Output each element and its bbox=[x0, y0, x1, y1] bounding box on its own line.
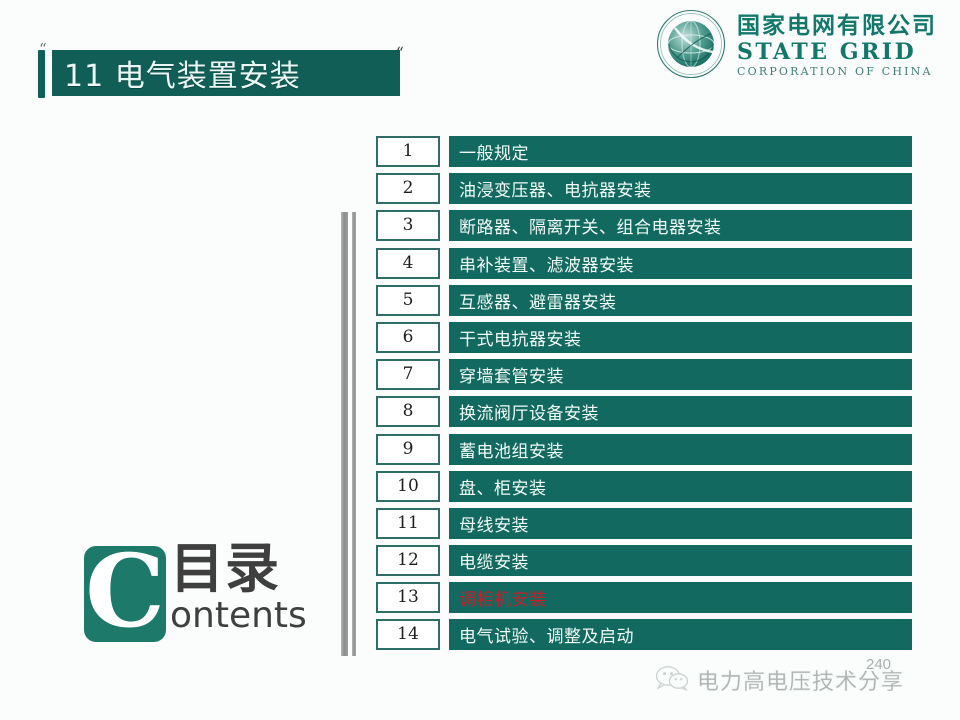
toc-number-box: 5 bbox=[376, 284, 440, 316]
state-grid-wordmark: 国家电网有限公司 STATE GRID CORPORATION OF CHINA bbox=[737, 11, 937, 78]
toc-row[interactable]: 1 一般规定 bbox=[376, 136, 912, 167]
toc-label: 断路器、隔离开关、组合电器安装 bbox=[459, 218, 722, 239]
toc-label: 穿墙套管安装 bbox=[459, 367, 564, 388]
toc-label-bar[interactable]: 串补装置、滤波器安装 bbox=[449, 247, 912, 279]
contents-letter-box: C bbox=[84, 532, 166, 650]
toc-number: 6 bbox=[402, 326, 414, 347]
wechat-icon bbox=[655, 665, 689, 696]
toc-number: 3 bbox=[402, 215, 414, 236]
toc-number-box: 9 bbox=[376, 433, 440, 465]
toc-number: 7 bbox=[402, 364, 414, 385]
toc-label: 换流阀厅设备安装 bbox=[459, 404, 599, 425]
contents-label-english: ontents bbox=[170, 595, 307, 636]
toc-label-bar[interactable]: 母线安装 bbox=[449, 507, 912, 539]
toc-row[interactable]: 7 穿墙套管安装 bbox=[376, 359, 912, 391]
toc-label-bar[interactable]: 干式电抗器安装 bbox=[449, 321, 912, 353]
toc-label-bar[interactable]: 盘、柜安装 bbox=[449, 470, 912, 502]
toc-row[interactable]: 11 母线安装 bbox=[376, 507, 912, 539]
toc-number-box: 6 bbox=[376, 321, 440, 353]
toc-number-box: 1 bbox=[376, 136, 440, 167]
toc-label-bar[interactable]: 蓄电池组安装 bbox=[449, 433, 912, 465]
toc-number-box: 10 bbox=[376, 470, 440, 502]
toc-row[interactable]: 9 蓄电池组安装 bbox=[376, 433, 912, 465]
toc-number-box: 8 bbox=[376, 396, 440, 428]
toc-number: 12 bbox=[397, 550, 419, 571]
contents-labels: 目录 ontents bbox=[170, 542, 307, 636]
toc-label-bar[interactable]: 断路器、隔离开关、组合电器安装 bbox=[449, 210, 912, 242]
toc-row[interactable]: 8 换流阀厅设备安装 bbox=[376, 396, 912, 428]
toc-number: 9 bbox=[402, 438, 414, 459]
toc-number: 8 bbox=[402, 401, 414, 422]
quote-open-mark: “ bbox=[39, 40, 47, 58]
toc-row[interactable]: 3 断路器、隔离开关、组合电器安装 bbox=[376, 210, 912, 242]
toc-label-bar[interactable]: 电气试验、调整及启动 bbox=[449, 619, 912, 651]
toc-number-box: 4 bbox=[376, 247, 440, 279]
toc-row[interactable]: 13 调相机安装 bbox=[376, 582, 912, 614]
page-number: 240 bbox=[866, 656, 892, 673]
state-grid-globe-icon bbox=[655, 8, 727, 80]
toc-number: 1 bbox=[402, 141, 414, 161]
toc-label-bar[interactable]: 电缆安装 bbox=[449, 545, 912, 577]
logo-chinese-name: 国家电网有限公司 bbox=[737, 13, 937, 39]
contents-letter-c: C bbox=[85, 532, 165, 650]
toc-row[interactable]: 6 干式电抗器安装 bbox=[376, 321, 912, 353]
logo-english-name: STATE GRID bbox=[737, 39, 917, 65]
title-accent-bar bbox=[38, 50, 45, 98]
toc-label: 蓄电池组安装 bbox=[459, 441, 564, 462]
toc-row[interactable]: 2 油浸变压器、电抗器安装 bbox=[376, 173, 912, 205]
contents-label-chinese: 目录 bbox=[170, 537, 280, 600]
toc-label: 母线安装 bbox=[459, 515, 529, 536]
toc-number-box: 14 bbox=[376, 619, 440, 651]
toc-number-box: 11 bbox=[376, 507, 440, 539]
toc-label: 电缆安装 bbox=[459, 553, 529, 574]
toc-number: 5 bbox=[402, 289, 414, 310]
toc-row[interactable]: 5 互感器、避雷器安装 bbox=[376, 284, 912, 316]
wechat-watermark: 电力高电压技术分享 bbox=[655, 664, 904, 696]
toc-label: 电气试验、调整及启动 bbox=[459, 627, 634, 648]
toc-number-box: 13 bbox=[376, 582, 440, 614]
logo-english-subtitle: CORPORATION OF CHINA bbox=[737, 65, 933, 78]
title-box: 11 电气装置安装 bbox=[52, 50, 400, 96]
state-grid-logo: 国家电网有限公司 STATE GRID CORPORATION OF CHINA bbox=[655, 8, 937, 80]
toc-label-bar[interactable]: 油浸变压器、电抗器安装 bbox=[449, 173, 912, 205]
divider-bar-thin bbox=[352, 212, 356, 656]
contents-logo-group: C 目录 ontents bbox=[84, 532, 307, 650]
toc-row[interactable]: 4 串补装置、滤波器安装 bbox=[376, 247, 912, 279]
toc-number-box: 3 bbox=[376, 210, 440, 242]
table-of-contents: 1 一般规定 2 油浸变压器、电抗器安装 3 断路器、隔离开关、组合电器安装 4 串补装置、滤… bbox=[376, 136, 912, 657]
toc-number: 4 bbox=[402, 252, 414, 273]
toc-label: 干式电抗器安装 bbox=[459, 329, 582, 350]
page-title: 11 电气装置安装 bbox=[64, 59, 301, 94]
toc-label: 油浸变压器、电抗器安装 bbox=[459, 181, 652, 202]
toc-number-box: 7 bbox=[376, 359, 440, 391]
toc-label-bar[interactable]: 穿墙套管安装 bbox=[449, 359, 912, 391]
watermark-text: 电力高电压技术分享 bbox=[697, 670, 905, 695]
toc-number: 2 bbox=[402, 178, 414, 199]
toc-label-bar[interactable]: 调相机安装 bbox=[449, 582, 912, 614]
toc-label: 盘、柜安装 bbox=[459, 478, 547, 499]
toc-label-bar[interactable]: 换流阀厅设备安装 bbox=[449, 396, 912, 428]
toc-label: 互感器、避雷器安装 bbox=[459, 292, 617, 313]
divider-bar-thick bbox=[341, 212, 348, 656]
toc-row[interactable]: 12 电缆安装 bbox=[376, 545, 912, 577]
toc-number-box: 2 bbox=[376, 173, 440, 205]
toc-number: 11 bbox=[397, 512, 419, 533]
toc-label-bar[interactable]: 一般规定 bbox=[449, 136, 912, 167]
toc-label: 串补装置、滤波器安装 bbox=[459, 255, 634, 276]
toc-label: 一般规定 bbox=[459, 144, 529, 164]
toc-number: 14 bbox=[397, 624, 419, 645]
toc-number-box: 12 bbox=[376, 545, 440, 577]
quote-close-mark: ” bbox=[396, 35, 405, 54]
toc-row[interactable]: 10 盘、柜安装 bbox=[376, 470, 912, 502]
toc-number: 10 bbox=[397, 475, 419, 496]
toc-row[interactable]: 14 电气试验、调整及启动 bbox=[376, 619, 912, 651]
toc-number: 13 bbox=[397, 587, 419, 608]
toc-label: 调相机安装 bbox=[459, 590, 547, 611]
toc-label-bar[interactable]: 互感器、避雷器安装 bbox=[449, 284, 912, 316]
